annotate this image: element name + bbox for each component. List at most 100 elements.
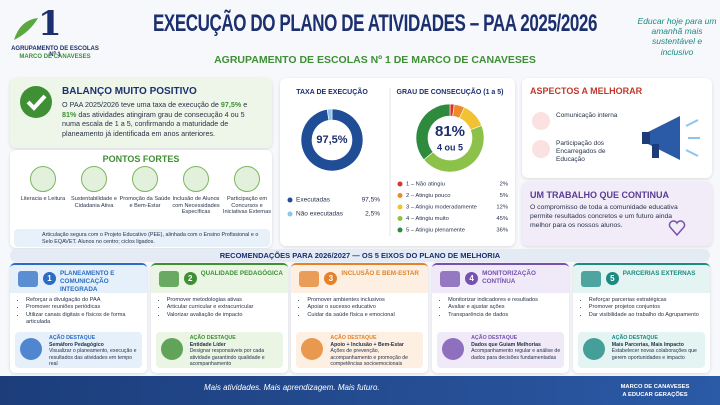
improvement-icon [532,140,550,158]
legend-swatch [397,193,403,198]
card-item: Promover reuniões periódicas [26,304,143,311]
card-number: 3 [324,272,338,285]
legend-label: 4 – Atingiu muito [406,216,449,222]
footer [0,376,720,405]
card-title: PLANEAMENTO E COMUNICAÇÃO INTEGRADA [60,270,115,293]
action-icon [582,338,605,360]
center-sublabel: 4 ou 5 [437,142,463,152]
card-list: Reforçar a divulgação do PAAPromover reu… [10,297,147,333]
card-title: INCLUSÃO E BEM-ESTAR [341,270,419,277]
legend-value: 12% [496,205,508,211]
legend-value: 36% [496,228,508,234]
summary-title: BALANÇO MUITO POSITIVO [62,86,197,97]
improvements-panel [522,78,712,178]
megaphone-icon [642,116,700,160]
action-label: AÇÃO DESTAQUE [330,335,377,341]
improvement-item: Participação dos Encarregados de Educaçã… [532,140,632,164]
charts: TAXA DE EXECUÇÃO Executadas 97,5% Não execu… [287,87,508,236]
strength-icon [234,166,260,192]
strengths-title: PONTOS FORTES [102,154,180,164]
card-list: Monitorizar indicadores e resultadosAval… [432,297,569,333]
strength-item: Literacia e Leitura [16,166,70,203]
legend-value: 45% [496,216,508,222]
slogan: Educar hoje para um amanhã mais sustentá… [637,16,717,57]
strength-item: Participação em Concursos e Iniciativas … [220,166,274,216]
check-icon [20,86,52,118]
logo-line: AGRUPAMENTO DE ESCOLAS Nº 1 [11,46,99,58]
action-label: AÇÃO DESTAQUE [611,335,658,341]
improvement-label: Participação dos Encarregados de Educaçã… [556,140,606,164]
card-item: Promover projetos conjuntos [589,304,706,311]
card-action: AÇÃO DESTAQUE Mais Parcerias, Mais Impact… [577,332,705,368]
legend-swatch [287,211,293,217]
page-subtitle: AGRUPAMENTO DE ESCOLAS Nº 1 DE MARCO DE … [214,54,536,66]
action-icon [301,338,324,360]
strength-icon [30,166,56,192]
card-header: 2 QUALIDADE PEDAGÓGICA [150,265,288,293]
card-item: Utilizar canais digitais e físicos de fo… [26,312,143,327]
strength-label: Promoção da Saúde e Bem-Estar [119,196,171,209]
card-item: Avaliar e ajustar ações [448,304,565,311]
improvements-title: ASPECTOS A MELHORAR [530,86,643,96]
card-title: QUALIDADE PEDAGÓGICA [200,270,283,277]
legend-swatch [397,227,403,233]
summary-text-part: e [241,100,248,109]
legend-swatch [287,197,293,203]
action-title: Semáforo Pedagógico [49,341,104,348]
card-action: AÇÃO DESTAQUE Apoio + Inclusão + Bem-Esta… [296,332,424,368]
legend-value: 2,5% [365,211,380,218]
action-title: Dados que Guiam Melhorias [471,341,541,348]
card-icon [580,271,601,287]
legend-swatch [397,204,403,210]
strength-label: Inclusão de Alunos com Necessidades Espe… [172,196,220,216]
card-item: Promover ambientes inclusivos [307,297,424,304]
action-label: AÇÃO DESTAQUE [49,335,96,341]
strength-icon [132,166,158,192]
card-item: Dar visibilidade ao trabalho do Agrupame… [589,312,706,319]
card-item: Promover metodologias ativas [167,297,284,304]
action-text: Acompanhamento regular e análise de dado… [471,348,561,361]
action-icon [20,338,42,360]
center-label: 97,5% [316,134,347,146]
action-title: Entidade Líder [189,341,226,348]
recommendation-card: 1 PLANEAMENTO E COMUNICAÇÃO INTEGRADA Refo… [10,263,147,373]
legend-label: 1 – Não atingiu [406,182,445,188]
improvement-item: Comunicação interna [532,112,632,130]
summary-text: O PAA 2025/2026 teve uma taxa de execuçã… [62,100,262,139]
legend-label: 3 – Atingiu moderadamente [406,205,477,211]
continuity-title: UM TRABALHO QUE CONTINUA [530,190,669,200]
card-icon [18,271,38,287]
card-item: Transparência de dados [448,312,565,319]
footer-place: MARCO DE CANAVESES [620,384,690,390]
action-text: Designar responsáveis por cada atividade… [189,348,265,368]
legend-label: Não executadas [296,211,344,218]
action-title: Mais Parcerias, Mais Impacto [611,341,684,348]
legend-swatch [397,216,403,221]
action-text: Estabelecer novas colaborações que gerem… [611,348,697,361]
logo-line: MARCO DE CANAVESES [19,54,91,60]
strength-label: Participação em Concursos e Iniciativas … [222,196,272,216]
recommendations-title: RECOMENDAÇÕES PARA 2026/2027 — OS 5 EIXO… [10,249,710,262]
strength-label: Sustentabilidade e Cidadania Ativa [70,196,118,209]
card-number: 2 [183,272,197,285]
action-text: Ações de prevenção, acompanhamento e pro… [330,348,408,368]
donut-segment [300,108,364,172]
card-header: 3 INCLUSÃO E BEM-ESTAR [291,265,429,293]
card-item: Cuidar da saúde física e emocional [307,312,424,319]
heart-icon [668,220,686,236]
improvement-icon [532,112,550,130]
legend-value: 97,5% [362,197,381,204]
card-action: AÇÃO DESTAQUE Semáforo Pedagógico Visualiz… [15,332,142,368]
card-header: 1 PLANEAMENTO E COMUNICAÇÃO INTEGRADA [10,265,147,293]
strength-item: Sustentabilidade e Cidadania Ativa [67,166,121,209]
card-item: Articular curricular e extracurricular [167,304,284,311]
card-item: Valorizar avaliação de impacto [167,312,284,319]
strengths-note: Articulação segura com o Projeto Educati… [14,229,270,247]
card-header: 4 MONITORIZAÇÃO CONTÍNUA [432,265,570,293]
chart-title: GRAU DE CONSECUÇÃO (1 a 5) [397,87,504,96]
improvement-label: Comunicação interna [556,112,618,119]
summary-text-part: das atividades atingiram grau de consecu… [62,109,245,139]
card-number: 4 [465,272,479,285]
